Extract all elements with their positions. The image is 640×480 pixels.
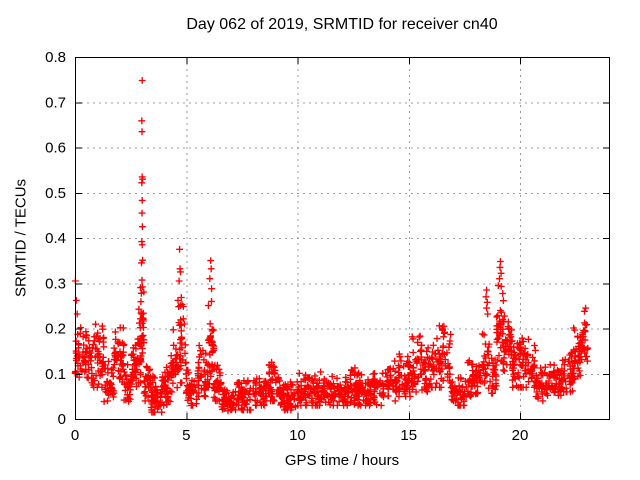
y-axis-label: SRMTID / TECUs [12, 178, 30, 298]
svg-text:5: 5 [182, 427, 190, 444]
gridlines [75, 57, 609, 419]
svg-text:0.8: 0.8 [45, 49, 66, 66]
y-tick-labels: 0 0.1 0.2 0.3 0.4 0.5 0.6 0.7 0.8 [45, 49, 66, 428]
svg-text:0.6: 0.6 [45, 140, 66, 157]
svg-text:0: 0 [71, 427, 79, 444]
x-tick-labels: 0 5 10 15 20 [71, 427, 529, 444]
svg-text:0.5: 0.5 [45, 185, 66, 202]
svg-text:0.7: 0.7 [45, 94, 66, 111]
svg-text:0.2: 0.2 [45, 321, 66, 338]
svg-text:10: 10 [289, 427, 306, 444]
svg-text:0.4: 0.4 [45, 230, 66, 247]
svg-text:0: 0 [58, 411, 66, 428]
svg-text:0.3: 0.3 [45, 275, 66, 292]
axes [75, 57, 610, 420]
svg-text:0.1: 0.1 [45, 366, 66, 383]
chart-title: Day 062 of 2019, SRMTID for receiver cn4… [186, 16, 498, 33]
svg-text:20: 20 [512, 427, 529, 444]
scatter-points [71, 77, 592, 416]
svg-text:15: 15 [400, 427, 417, 444]
x-axis-label: GPS time / hours [284, 452, 400, 469]
